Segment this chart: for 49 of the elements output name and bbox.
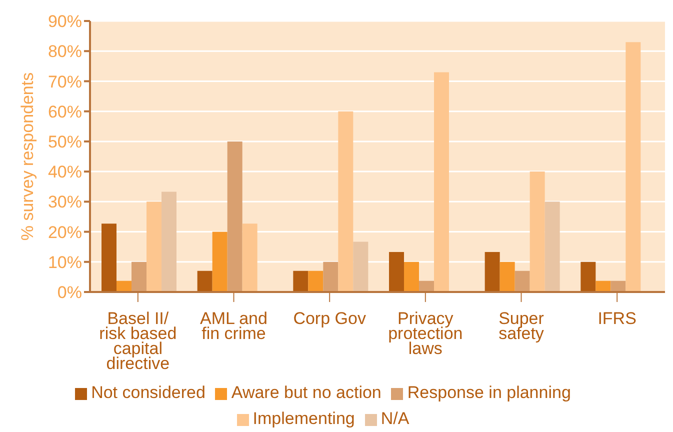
x-tick-label: Corp Gov: [293, 309, 366, 328]
bar: [530, 172, 545, 292]
bar: [434, 72, 449, 292]
bar: [197, 270, 212, 292]
bar: [146, 202, 162, 292]
x-tick-label: Privacy protection laws: [388, 309, 463, 358]
legend-label: Implementing: [252, 409, 355, 428]
bar: [544, 202, 560, 292]
x-tick-label: IFRS: [598, 309, 636, 328]
bar: [227, 141, 242, 292]
legend-label: Response in planning: [407, 383, 571, 402]
bar: [514, 270, 530, 292]
bar: [323, 262, 338, 292]
y-tick-label: 40%: [48, 162, 82, 182]
bar: [242, 224, 258, 292]
legend-label: Aware but no action: [231, 383, 382, 402]
legend-label: N/A: [380, 409, 410, 428]
y-tick-label: 30%: [48, 192, 82, 212]
x-tick-label: Basel II/ risk based capital directive: [99, 309, 177, 373]
y-tick-label: 60%: [48, 102, 82, 122]
bar: [389, 252, 404, 292]
bar: [162, 192, 176, 292]
bar: [338, 111, 354, 292]
bar: [610, 280, 626, 292]
x-tick-label: Super safety: [498, 309, 544, 343]
bar: [580, 262, 596, 292]
legend-label: Not considered: [91, 383, 206, 402]
bar: [596, 280, 611, 292]
bar: [293, 270, 308, 292]
bar: [353, 242, 368, 292]
y-tick-label: 0%: [57, 283, 82, 302]
y-tick-label: 10%: [48, 252, 82, 272]
bar: [308, 270, 324, 292]
bar: [102, 224, 116, 292]
y-tick-label: 20%: [48, 222, 82, 242]
bar: [404, 262, 419, 292]
x-tick-label: AML and fin crime: [200, 309, 268, 343]
y-axis-title: % survey respondents: [18, 72, 38, 241]
y-tick-label: 70%: [48, 72, 82, 92]
bar: [419, 280, 434, 292]
bar: [484, 252, 500, 292]
y-tick-label: 90%: [48, 12, 82, 32]
bar: [626, 42, 641, 292]
bar: [500, 262, 515, 292]
y-tick-label: 50%: [48, 132, 82, 152]
bar: [212, 232, 228, 292]
bar: [132, 262, 146, 292]
bar: [116, 280, 132, 292]
y-tick-label: 80%: [48, 42, 82, 62]
